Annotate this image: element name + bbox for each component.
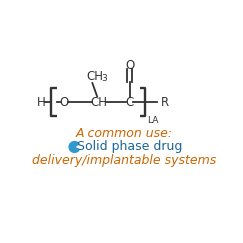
Text: H: H	[37, 96, 46, 109]
Text: LA: LA	[147, 116, 158, 125]
Text: O: O	[59, 96, 68, 109]
Text: Solid phase drug: Solid phase drug	[73, 140, 182, 154]
Text: delivery/implantable systems: delivery/implantable systems	[32, 154, 216, 167]
Text: 3: 3	[101, 74, 107, 83]
Text: R: R	[161, 96, 169, 109]
Wedge shape	[69, 142, 79, 152]
Text: C: C	[125, 96, 134, 109]
Text: A common use:: A common use:	[76, 127, 173, 140]
Text: CH: CH	[86, 70, 103, 83]
Text: O: O	[125, 59, 134, 72]
Text: CH: CH	[90, 96, 107, 109]
